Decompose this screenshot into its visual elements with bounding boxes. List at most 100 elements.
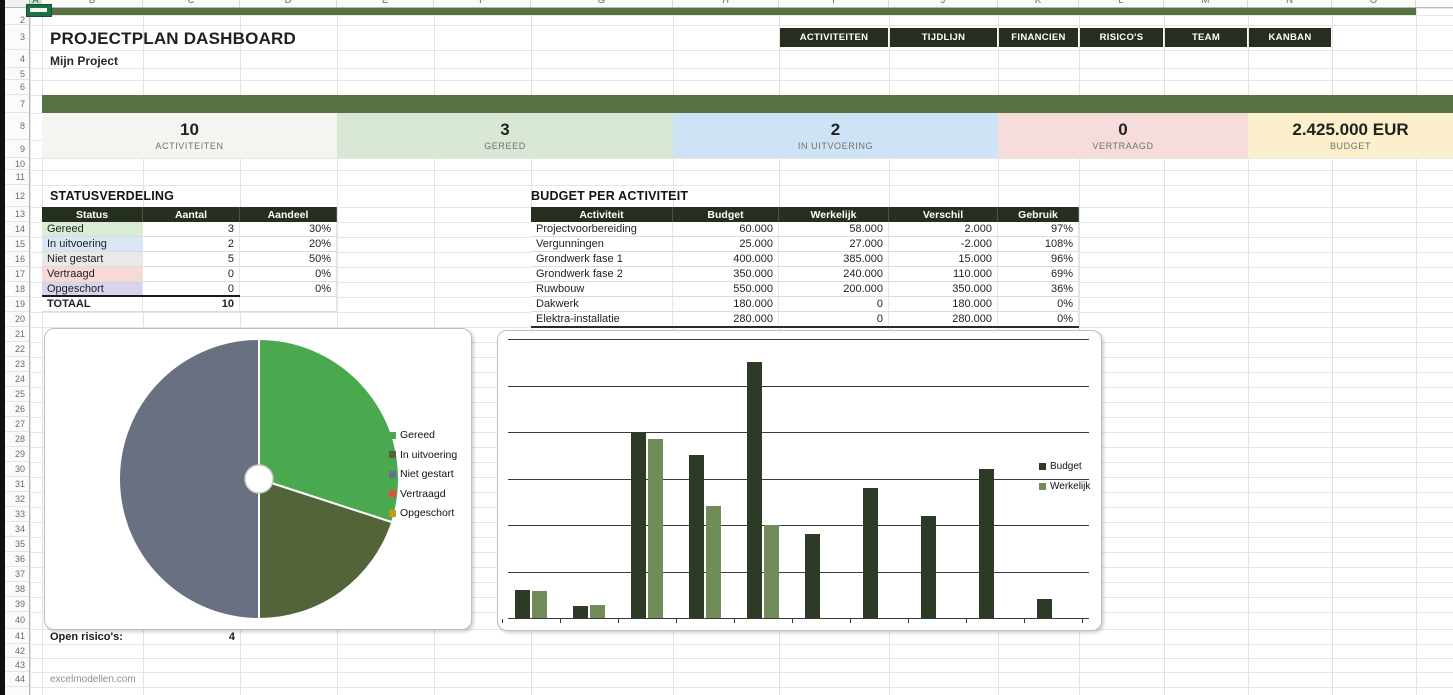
budget-value-cell: 69% (998, 267, 1079, 282)
row-header-17[interactable]: 17 (5, 267, 29, 282)
col-header-M[interactable]: M (1164, 0, 1248, 8)
kpi-card-activiteiten: 10ACTIVITEITEN (42, 113, 337, 158)
budget-value-cell: 36% (998, 282, 1079, 297)
pie-legend-opgeschort: Opgeschort (389, 507, 454, 519)
row-header-34[interactable]: 34 (5, 522, 29, 537)
row-header-42[interactable]: 42 (5, 644, 29, 658)
nav-button-financien[interactable]: FINANCIEN (999, 28, 1078, 47)
row-header-13[interactable]: 13 (5, 207, 29, 222)
budget-bar (689, 455, 704, 618)
row-header-8[interactable]: 8 (5, 113, 29, 140)
col-header-J[interactable]: J (889, 0, 998, 8)
werkelijk-bar (764, 525, 779, 618)
budget-value-cell: 60.000 (673, 222, 779, 237)
status-col-header: Status (42, 207, 143, 222)
row-header-14[interactable]: 14 (5, 222, 29, 237)
status-pie-chart[interactable]: GereedIn uitvoeringNiet gestartVertraagd… (44, 328, 472, 630)
werkelijk-bar (532, 591, 547, 618)
budget-col-header: Werkelijk (779, 207, 889, 222)
budget-value-cell: -2.000 (889, 237, 998, 252)
row-header-16[interactable]: 16 (5, 252, 29, 267)
bar-legend-budget: Budget (1039, 461, 1082, 472)
row-header-36[interactable]: 36 (5, 552, 29, 567)
budget-value-cell: 350.000 (889, 282, 998, 297)
row-header-33[interactable]: 33 (5, 507, 29, 522)
col-header-E[interactable]: E (337, 0, 434, 8)
credit-link[interactable]: excelmodellen.com (50, 674, 136, 685)
status-total-separator (42, 295, 240, 297)
budget-value-cell: 58.000 (779, 222, 889, 237)
row-header-5[interactable]: 5 (5, 68, 29, 80)
active-cell-indicator[interactable] (26, 4, 52, 17)
row-header-27[interactable]: 27 (5, 417, 29, 432)
col-header-B[interactable]: B (42, 0, 143, 8)
row-header-24[interactable]: 24 (5, 372, 29, 387)
axis-tick (850, 619, 851, 623)
column-headers: ABCDEFGHIJKLMNO (30, 0, 1453, 8)
row-header-22[interactable]: 22 (5, 342, 29, 357)
row-header-15[interactable]: 15 (5, 237, 29, 252)
row-header-18[interactable]: 18 (5, 282, 29, 297)
row-header-31[interactable]: 31 (5, 477, 29, 492)
axis-tick (560, 619, 561, 623)
nav-button-tijdlijn[interactable]: TIJDLIJN (890, 28, 997, 47)
row-header-23[interactable]: 23 (5, 357, 29, 372)
status-section-title: STATUSVERDELING (50, 189, 174, 203)
col-header-C[interactable]: C (143, 0, 240, 8)
col-header-I[interactable]: I (779, 0, 889, 8)
nav-button-risicos[interactable]: RISICO'S (1080, 28, 1163, 47)
nav-button-activiteiten[interactable]: ACTIVITEITEN (780, 28, 888, 47)
col-header-G[interactable]: G (531, 0, 673, 8)
budget-row: Grondwerk fase 1400.000385.00015.00096% (531, 252, 1079, 267)
budget-row: Grondwerk fase 2350.000240.000110.00069% (531, 267, 1079, 282)
row-header-6[interactable]: 6 (5, 80, 29, 95)
row-header-11[interactable]: 11 (5, 170, 29, 185)
row-header-30[interactable]: 30 (5, 462, 29, 477)
col-header-N[interactable]: N (1248, 0, 1332, 8)
row-header-38[interactable]: 38 (5, 582, 29, 597)
axis-tick (908, 619, 909, 623)
status-name-cell: In uitvoering (42, 237, 143, 252)
row-header-41[interactable]: 41 (5, 629, 29, 644)
row-header-12[interactable]: 12 (5, 185, 29, 207)
row-header-25[interactable]: 25 (5, 387, 29, 402)
row-header-21[interactable]: 21 (5, 327, 29, 342)
row-header-26[interactable]: 26 (5, 402, 29, 417)
col-header-D[interactable]: D (240, 0, 337, 8)
kpi-label: GEREED (484, 141, 526, 151)
row-header-40[interactable]: 40 (5, 612, 29, 629)
col-header-L[interactable]: L (1079, 0, 1164, 8)
col-header-F[interactable]: F (434, 0, 531, 8)
budget-bar (1037, 599, 1052, 618)
row-header-20[interactable]: 20 (5, 312, 29, 327)
row-header-7[interactable]: 7 (5, 95, 29, 113)
row-header-29[interactable]: 29 (5, 447, 29, 462)
nav-button-team[interactable]: TEAM (1165, 28, 1247, 47)
row-header-3[interactable]: 3 (5, 25, 29, 50)
row-header-37[interactable]: 37 (5, 567, 29, 582)
budget-activity-cell: Grondwerk fase 2 (531, 267, 673, 282)
row-header-39[interactable]: 39 (5, 597, 29, 612)
row-header-35[interactable]: 35 (5, 537, 29, 552)
row-header-9[interactable]: 9 (5, 140, 29, 158)
bar-gridline (508, 572, 1089, 573)
budget-value-cell: 27.000 (779, 237, 889, 252)
col-header-H[interactable]: H (673, 0, 779, 8)
row-header-4[interactable]: 4 (5, 50, 29, 68)
row-header-28[interactable]: 28 (5, 432, 29, 447)
row-header-43[interactable]: 43 (5, 658, 29, 672)
legend-swatch-icon (389, 451, 396, 458)
row-header-44[interactable]: 44 (5, 672, 29, 687)
status-share-cell: 30% (240, 222, 337, 237)
row-header-32[interactable]: 32 (5, 492, 29, 507)
budget-col-header: Verschil (889, 207, 998, 222)
col-header-O[interactable]: O (1332, 0, 1416, 8)
row-header-10[interactable]: 10 (5, 158, 29, 170)
budget-bar-chart[interactable]: BudgetWerkelijk (497, 330, 1102, 631)
budget-bar (921, 516, 936, 618)
col-header-K[interactable]: K (998, 0, 1079, 8)
budget-bar (805, 534, 820, 618)
nav-button-kanban[interactable]: KANBAN (1249, 28, 1331, 47)
row-header-19[interactable]: 19 (5, 297, 29, 312)
axis-tick (792, 619, 793, 623)
